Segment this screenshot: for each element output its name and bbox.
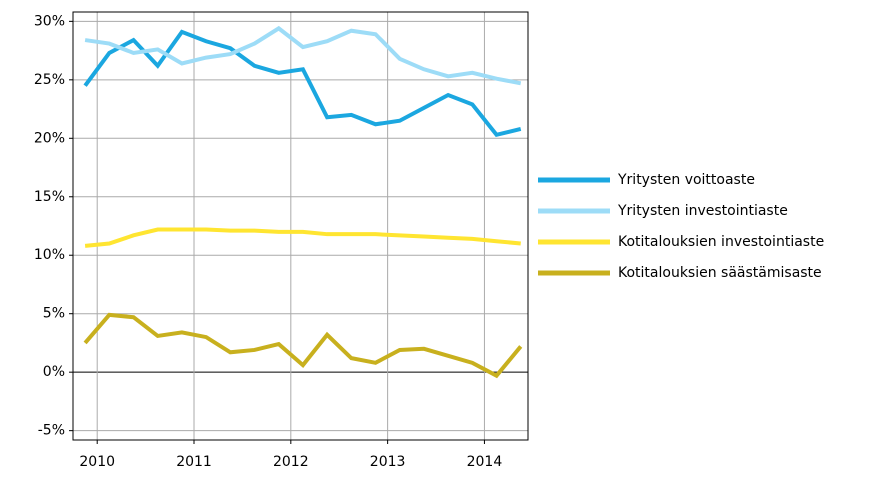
series-line (84, 25, 522, 86)
legend-label: Yritysten investointiaste (617, 203, 788, 219)
x-tick-label: 2011 (176, 454, 212, 470)
y-tick-label: 15% (34, 189, 65, 205)
legend-label: Yritysten voittoaste (617, 172, 755, 188)
x-tick-label: 2013 (370, 454, 406, 470)
y-tick-label: 20% (34, 130, 65, 146)
x-tick-label: 2012 (273, 454, 309, 470)
y-tick-label: 30% (34, 13, 65, 29)
y-tick-label: 0% (43, 364, 65, 380)
series-line (84, 227, 521, 248)
x-tick-label: 2014 (467, 454, 503, 470)
series-line (83, 312, 523, 379)
legend-label: Kotitalouksien investointiaste (618, 234, 824, 250)
y-tick-label: 25% (34, 72, 65, 88)
series-line (83, 29, 522, 138)
legend-label: Kotitalouksien säästämisaste (618, 265, 822, 281)
x-tick-label: 2010 (79, 454, 115, 470)
y-tick-label: 10% (34, 247, 65, 263)
y-tick-label: -5% (38, 423, 65, 439)
plot-frame (72, 11, 529, 441)
y-tick-label: 5% (43, 306, 65, 322)
